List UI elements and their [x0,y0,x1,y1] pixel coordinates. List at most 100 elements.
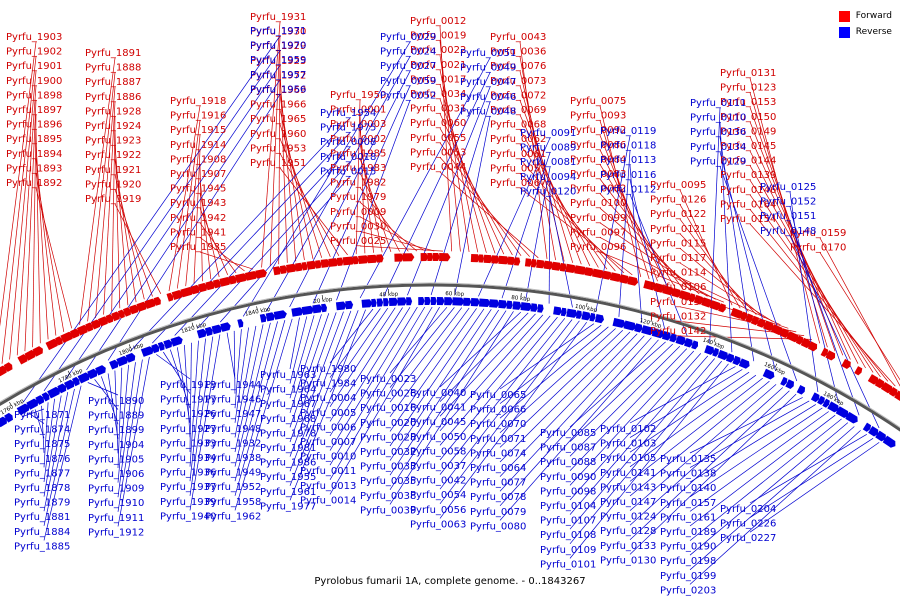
forward-gene-label[interactable]: Pyrfu_0017 [410,74,466,85]
reverse-gene-label[interactable]: Pyrfu_1968 [260,414,316,425]
reverse-gene-label[interactable]: Pyrfu_0090 [540,472,596,483]
reverse-gene-label[interactable]: Pyrfu_1956 [250,84,306,95]
forward-gene-label[interactable]: Pyrfu_0132 [650,311,706,322]
forward-gene-label[interactable]: Pyrfu_1892 [6,178,62,189]
reverse-gene-label[interactable]: Pyrfu_0035 [360,476,416,487]
reverse-gene-label[interactable]: Pyrfu_0116 [600,170,656,181]
forward-gene-label[interactable]: Pyrfu_1951 [250,158,306,169]
reverse-gene-label[interactable]: Pyrfu_0024 [380,47,436,58]
reverse-gene-label[interactable]: Pyrfu_0028 [360,432,416,443]
reverse-gene-label[interactable]: Pyrfu_0101 [540,559,596,570]
reverse-gene-label[interactable]: Pyrfu_0113 [600,155,656,166]
forward-gene-label[interactable]: Pyrfu_1901 [6,61,62,72]
forward-gene-label[interactable]: Pyrfu_0076 [490,61,546,72]
reverse-gene-label[interactable]: Pyrfu_0140 [660,483,716,494]
forward-gene-label[interactable]: Pyrfu_1921 [85,165,141,176]
reverse-gene-label[interactable]: Pyrfu_0013 [300,481,356,492]
forward-gene-label[interactable]: Pyrfu_1923 [85,136,141,147]
reverse-gene-label[interactable]: Pyrfu_0074 [470,448,526,459]
reverse-gene-label[interactable]: Pyrfu_0110 [690,113,746,124]
reverse-gene-label[interactable]: Pyrfu_1904 [88,440,144,451]
reverse-gene-label[interactable]: Pyrfu_0063 [410,519,466,530]
reverse-gene-label[interactable]: Pyrfu_1884 [14,527,70,538]
forward-gene-label[interactable]: Pyrfu_0115 [650,238,706,249]
forward-gene-label[interactable]: Pyrfu_1943 [170,198,226,209]
reverse-gene-label[interactable]: Pyrfu_0129 [690,156,746,167]
reverse-gene-label[interactable]: Pyrfu_0016 [360,403,416,414]
reverse-gene-label[interactable]: Pyrfu_0006 [300,422,356,433]
forward-gene-label[interactable]: Pyrfu_1953 [250,143,306,154]
reverse-gene-label[interactable]: Pyrfu_0104 [540,501,596,512]
reverse-gene-label[interactable]: Pyrfu_1977 [260,501,316,512]
forward-gene-label[interactable]: Pyrfu_1950 [330,90,386,101]
forward-gene-label[interactable]: Pyrfu_0099 [570,213,626,224]
forward-gene-label[interactable]: Pyrfu_1896 [6,120,62,131]
reverse-gene-label[interactable]: Pyrfu_1875 [14,439,70,450]
reverse-gene-label[interactable]: Pyrfu_1927 [160,424,216,435]
reverse-gene-label[interactable]: Pyrfu_1961 [260,487,316,498]
forward-gene-label[interactable]: Pyrfu_1929 [250,41,306,52]
forward-gene-label[interactable]: Pyrfu_0159 [790,228,846,239]
forward-gene-label[interactable]: Pyrfu_0150 [720,112,776,123]
reverse-gene-label[interactable]: Pyrfu_1980 [300,364,356,375]
forward-gene-label[interactable]: Pyrfu_0062 [490,134,546,145]
reverse-gene-label[interactable]: Pyrfu_0070 [470,419,526,430]
reverse-gene-label[interactable]: Pyrfu_0064 [470,463,526,474]
reverse-gene-label[interactable]: Pyrfu_0141 [600,468,656,479]
forward-gene-label[interactable]: Pyrfu_0145 [720,141,776,152]
reverse-gene-label[interactable]: Pyrfu_0085 [540,428,596,439]
reverse-gene-label[interactable]: Pyrfu_1905 [88,454,144,465]
reverse-gene-label[interactable]: Pyrfu_0088 [540,457,596,468]
reverse-gene-label[interactable]: Pyrfu_0010 [300,452,356,463]
forward-gene-label[interactable]: Pyrfu_0001 [330,105,386,116]
forward-gene-label[interactable]: Pyrfu_0044 [410,162,466,173]
reverse-gene-label[interactable]: Pyrfu_1940 [160,511,216,522]
forward-gene-label[interactable]: Pyrfu_0043 [490,32,546,43]
reverse-gene-label[interactable]: Pyrfu_1879 [14,498,70,509]
reverse-gene-label[interactable]: Pyrfu_1978 [260,428,316,439]
reverse-gene-label[interactable]: Pyrfu_1952 [205,482,261,493]
forward-gene-label[interactable]: Pyrfu_0153 [720,97,776,108]
reverse-gene-label[interactable]: Pyrfu_1970 [250,41,306,52]
reverse-gene-label[interactable]: Pyrfu_0189 [660,527,716,538]
forward-gene-label[interactable]: Pyrfu_0106 [650,282,706,293]
forward-gene-label[interactable]: Pyrfu_0139 [720,170,776,181]
reverse-gene-label[interactable]: Pyrfu_0138 [660,469,716,480]
forward-gene-label[interactable]: Pyrfu_1886 [85,92,141,103]
reverse-gene-label[interactable]: Pyrfu_1944 [205,380,261,391]
forward-gene-label[interactable]: Pyrfu_1982 [330,178,386,189]
reverse-gene-label[interactable]: Pyrfu_0135 [660,454,716,465]
forward-gene-label[interactable]: Pyrfu_0149 [720,126,776,137]
reverse-gene-label[interactable]: Pyrfu_0032 [360,447,416,458]
reverse-gene-label[interactable]: Pyrfu_0103 [600,439,656,450]
forward-gene-label[interactable]: Pyrfu_0123 [720,83,776,94]
reverse-gene-label[interactable]: Pyrfu_0128 [600,526,656,537]
reverse-gene-label[interactable]: Pyrfu_0007 [300,437,356,448]
reverse-gene-label[interactable]: Pyrfu_0136 [690,127,746,138]
forward-gene-label[interactable]: Pyrfu_1916 [170,111,226,122]
reverse-gene-label[interactable]: Pyrfu_0190 [660,542,716,553]
forward-gene-label[interactable]: Pyrfu_0117 [650,253,706,264]
forward-gene-label[interactable]: Pyrfu_0137 [650,297,706,308]
forward-gene-label[interactable]: Pyrfu_0036 [490,47,546,58]
reverse-gene-label[interactable]: Pyrfu_0050 [410,432,466,443]
reverse-gene-label[interactable]: Pyrfu_0065 [470,390,526,401]
reverse-gene-label[interactable]: Pyrfu_0120 [520,186,576,197]
forward-gene-label[interactable]: Pyrfu_0012 [410,16,466,27]
forward-gene-label[interactable]: Pyrfu_1888 [85,63,141,74]
reverse-gene-label[interactable]: Pyrfu_0047 [460,77,516,88]
forward-gene-label[interactable]: Pyrfu_0055 [410,133,466,144]
forward-gene-label[interactable]: Pyrfu_0019 [410,31,466,42]
reverse-gene-label[interactable]: Pyrfu_0029 [380,32,436,43]
gene-labels[interactable]: Pyrfu_1903 Pyrfu_1902 Pyrfu_1901 Pyrfu_1900… [6,12,846,596]
reverse-gene-label[interactable]: Pyrfu_1878 [14,483,70,494]
forward-gene-label[interactable]: Pyrfu_1898 [6,90,62,101]
reverse-gene-label[interactable]: Pyrfu_0105 [600,453,656,464]
forward-gene-label[interactable]: Pyrfu_1925 [250,56,306,67]
reverse-gene-label[interactable]: Pyrfu_1963 [260,370,316,381]
reverse-gene-label[interactable]: Pyrfu_0040 [410,388,466,399]
forward-gene-label[interactable]: Pyrfu_1922 [85,150,141,161]
reverse-gene-label[interactable]: Pyrfu_0078 [470,492,526,503]
forward-gene-label[interactable]: Pyrfu_0084 [570,154,626,165]
forward-gene-label[interactable]: Pyrfu_0121 [650,224,706,235]
